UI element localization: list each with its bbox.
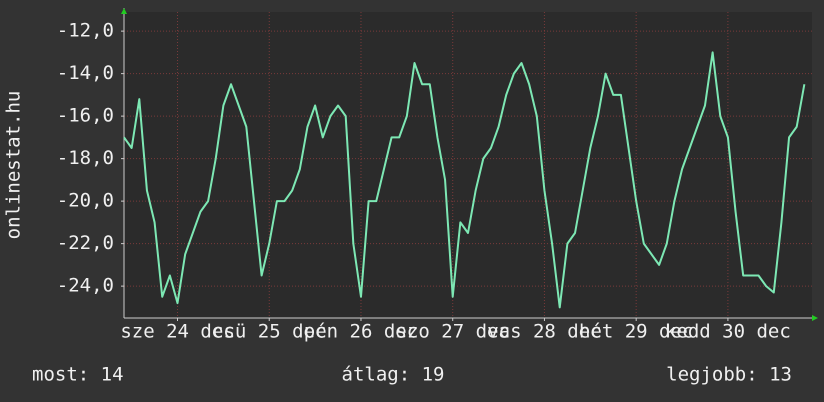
plot-area (124, 12, 812, 318)
y-tick-label: -12,0 (57, 20, 114, 42)
x-tick-label: szo 27 dec (396, 321, 510, 343)
data-line (123, 51, 806, 309)
x-tick-label: sze 24 dec (120, 321, 234, 343)
x-tick-label: vas 28 dec (487, 321, 601, 343)
y-tick-label: -22,0 (57, 232, 114, 254)
y-tick-label: -18,0 (57, 147, 114, 169)
x-tick-label: csü 25 dec (212, 321, 326, 343)
x-tick-label: kedd 30 dec (665, 321, 791, 343)
y-tick-label: -24,0 (57, 275, 114, 297)
x-tick-label: pén 26 dec (304, 321, 418, 343)
footer-stat: most: 14 (32, 364, 124, 386)
axis-arrow (812, 315, 818, 321)
x-tick-label: hét 29 dec (579, 321, 693, 343)
y-tick-label: -20,0 (57, 190, 114, 212)
footer-stat: legjobb: 13 (666, 364, 792, 386)
y-axis-label: onlinestat.hu (3, 91, 25, 240)
y-tick-label: -16,0 (57, 105, 114, 127)
y-tick-label: -14,0 (57, 62, 114, 84)
footer-stat: átlag: 19 (342, 364, 445, 386)
axis-arrow (121, 8, 127, 14)
